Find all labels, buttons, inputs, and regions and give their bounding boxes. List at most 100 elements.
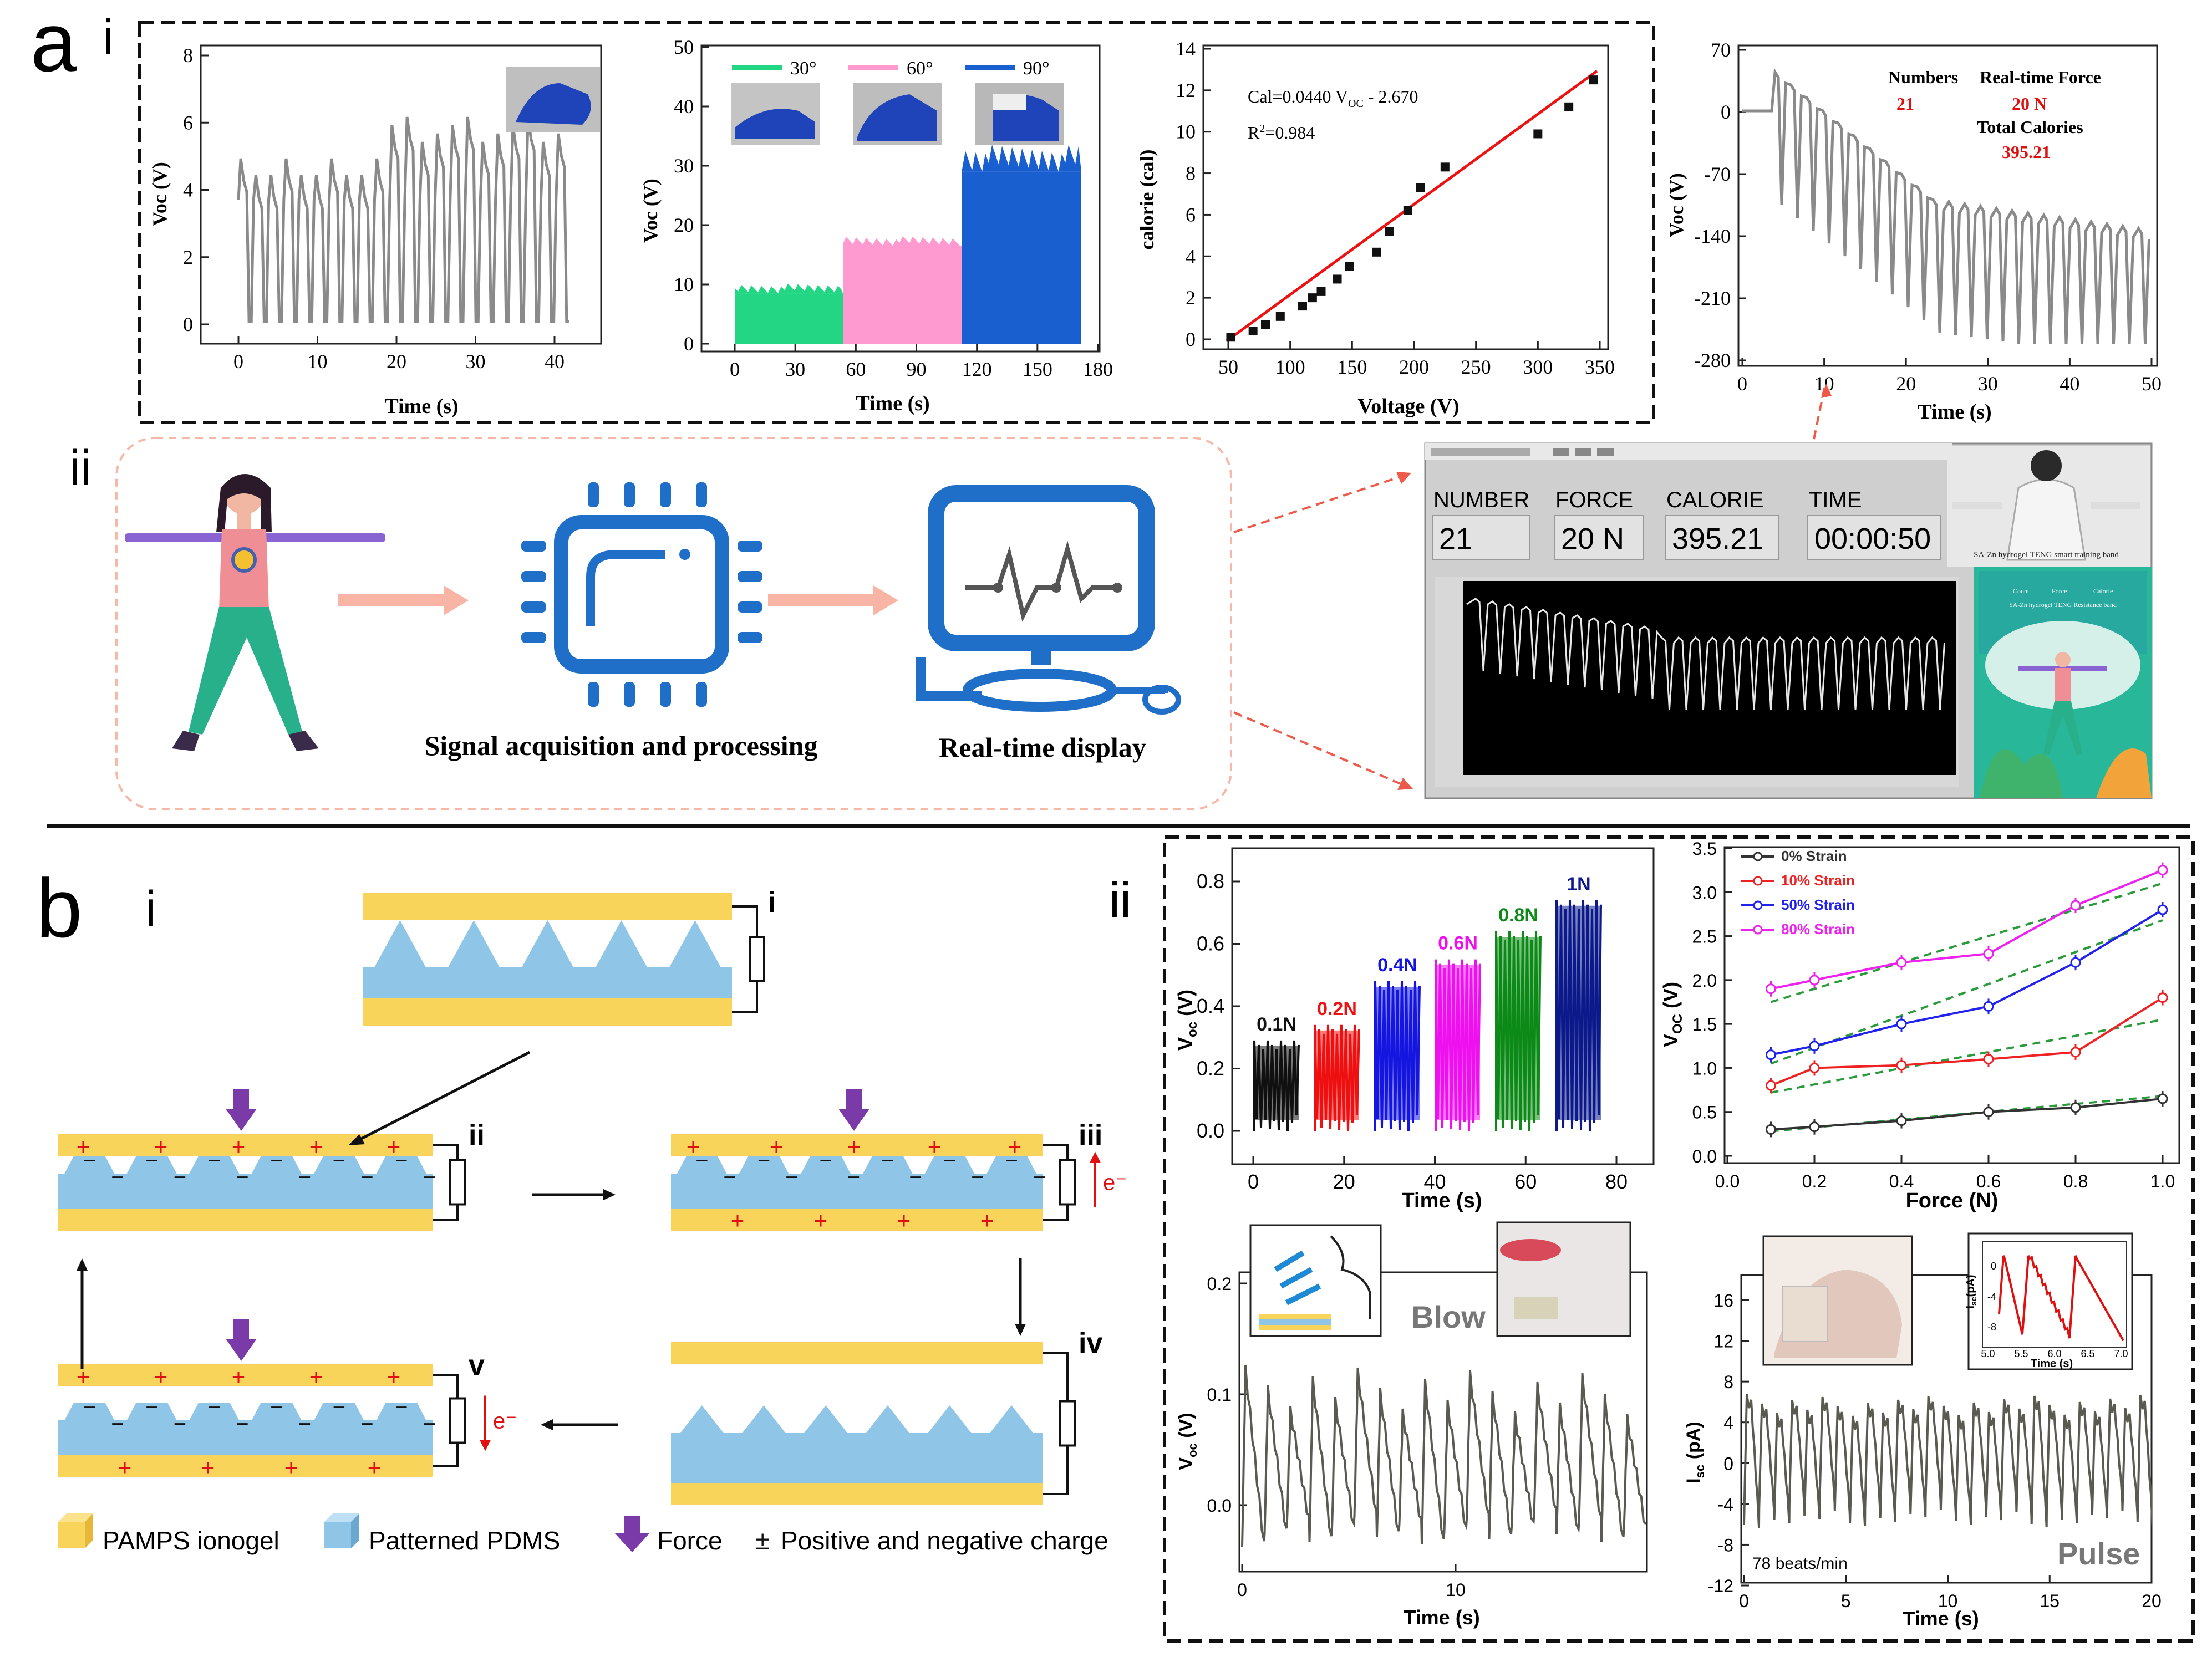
top-ionogel-layer — [671, 1134, 1043, 1156]
chart-a2-band — [843, 246, 962, 344]
mini-header-label: Count — [2013, 587, 2030, 595]
y-tick-label: 1.0 — [1692, 1058, 1717, 1078]
calories-label: Total Calories — [1977, 117, 2083, 137]
negative-charge: − — [423, 1412, 436, 1436]
chart-a2-xlabel: Time (s) — [856, 392, 929, 415]
screen-field-box — [1432, 515, 1530, 560]
x-tick-label: 0.8 — [2063, 1171, 2088, 1191]
screen-value-calorie: 395.21 — [1672, 522, 1763, 555]
chip-icon — [521, 482, 762, 707]
x-tick-label: 250 — [1461, 356, 1491, 378]
positive-charge: + — [154, 1364, 168, 1390]
strain-point — [1896, 1060, 1907, 1071]
y-tick-label: 2.0 — [1692, 971, 1717, 991]
y-tick-label: 0 — [684, 333, 694, 355]
x-tick-label: 100 — [1275, 356, 1305, 378]
x-tick-label: 20 — [2142, 1591, 2162, 1611]
mouse-icon — [1142, 685, 1181, 715]
chart-a1-frame — [200, 44, 602, 345]
chart-pulse-trace — [1743, 1394, 2152, 1528]
chart-a2-band — [962, 171, 1081, 344]
screen-field-box — [1807, 515, 1941, 560]
chart-a3-point — [1248, 327, 1258, 336]
y-tick-label: 12 — [1713, 1332, 1733, 1352]
chart-a4-voc-trace — [1742, 68, 2150, 344]
chart-a2-band — [735, 293, 843, 344]
negative-charge: − — [236, 1412, 248, 1436]
chart-a4-xlabel: Time (s) — [1918, 400, 1991, 424]
chart-a3-point — [1308, 293, 1317, 303]
chart-a1-voc-trace — [237, 116, 569, 323]
negative-charge: − — [83, 1395, 96, 1420]
strain-fit-line — [1771, 1018, 2163, 1094]
negative-charge: − — [360, 1412, 373, 1436]
screen-field-box — [1554, 515, 1644, 560]
chip-pin — [696, 682, 707, 707]
chart-a3-equation: Cal=0.0440 VOC - 2.670 — [1248, 86, 1418, 110]
legend-ionogel: PAMPS ionogel — [103, 1526, 279, 1555]
chart-blow-trace — [1241, 1364, 1647, 1547]
chart-a3-point — [1440, 162, 1450, 172]
x-tick-label: 15 — [2040, 1591, 2060, 1611]
x-tick-label: 80 — [1605, 1170, 1628, 1193]
chart-a3-fit-line — [1226, 69, 1598, 343]
negative-charge: − — [723, 1165, 736, 1190]
negative-charge: − — [145, 1149, 158, 1173]
chip-pin — [738, 601, 762, 613]
y-tick-label: 3.5 — [1692, 839, 1717, 859]
y-tick-label: 2 — [1186, 287, 1196, 309]
chart-a3-point — [1533, 129, 1543, 139]
y-tick-label: 0 — [183, 313, 193, 335]
positive-charge: + — [309, 1134, 323, 1160]
load-resistor — [749, 936, 765, 982]
negative-charge: − — [395, 1395, 408, 1420]
inset-x-tick: 6.0 — [2047, 1348, 2061, 1359]
screen-label-force: FORCE — [1555, 488, 1633, 512]
pulse-tag: Pulse — [2057, 1536, 2140, 1571]
teng-sensor-icon — [231, 547, 257, 573]
pulse-inset-ylabel: Isc(pA) — [1965, 1274, 1978, 1308]
positive-charge: + — [201, 1454, 215, 1480]
chart-bstrain-ylabel: VOC (V) — [1659, 982, 1685, 1047]
load-resistor — [449, 1397, 466, 1444]
pulse-inset-trace — [1998, 1255, 2124, 1342]
strain-point — [1809, 1062, 1820, 1073]
chart-a3-point — [1261, 320, 1270, 329]
x-tick-label: 350 — [1585, 356, 1615, 378]
top-ionogel-layer — [363, 893, 732, 920]
chip-pin — [738, 571, 762, 582]
positive-charge: + — [928, 1134, 942, 1160]
legend-label: 90° — [1023, 58, 1050, 79]
top-ionogel-layer — [671, 1342, 1043, 1364]
y-tick-label: 4 — [1723, 1413, 1733, 1433]
y-tick-label: 40 — [674, 95, 694, 118]
chip-pin — [624, 482, 635, 507]
x-tick-label: 0.2 — [1802, 1171, 1827, 1191]
bend-photos — [731, 83, 1064, 145]
chart-a3-point — [1316, 287, 1326, 296]
y-tick-label: 0.8 — [1197, 870, 1224, 893]
chart-pulse-xlabel: Time (s) — [1903, 1607, 1979, 1630]
panel-b-sub-ii: ii — [1109, 873, 1131, 929]
strain-point — [1766, 1080, 1776, 1091]
chart-a1-ylabel: Voc (V) — [149, 162, 171, 226]
x-tick-label: 0.0 — [1715, 1171, 1740, 1191]
strain-point — [1896, 1018, 1907, 1029]
chart-a2-band-edge — [843, 236, 962, 246]
strain-legend-label: 0% Strain — [1781, 848, 1847, 864]
negative-charge: − — [270, 1149, 283, 1173]
panel-b-label: b — [36, 861, 82, 955]
positive-charge: + — [770, 1134, 784, 1160]
positive-charge: + — [687, 1134, 700, 1160]
panel-b-sub-i: i — [145, 881, 156, 937]
panel-a-sub-ii: ii — [69, 441, 91, 496]
positive-charge: + — [118, 1454, 132, 1480]
y-tick-label: 0.2 — [1207, 1274, 1232, 1294]
chip-pin — [521, 632, 546, 643]
chart-blow-ylabel: Voc (V) — [1176, 1413, 1199, 1470]
force-bar-label: 0.2N — [1317, 998, 1357, 1019]
y-tick-label: 50 — [674, 36, 694, 58]
inset-y-tick: -8 — [1987, 1322, 1996, 1333]
step1-caption: Signal acquisition and processing — [424, 730, 817, 761]
